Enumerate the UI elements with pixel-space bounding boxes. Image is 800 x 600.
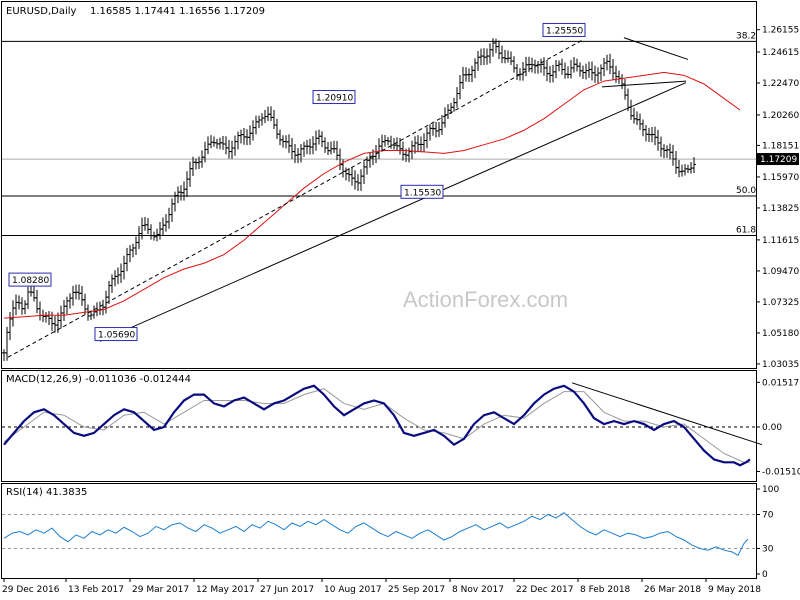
last-price-label: 1.17209: [760, 155, 797, 165]
macd-y-tick-label: 0.00: [762, 423, 782, 433]
triangle-upper-line: [623, 37, 689, 60]
rsi-y-tick-label: 100: [762, 485, 779, 495]
price-ohlc-label: 1.16585 1.17441 1.16556 1.17209: [90, 6, 265, 17]
x-tick-label: 22 Dec 2017: [516, 585, 574, 595]
macd-y-tick-label: 0.015176: [762, 378, 800, 388]
x-tick-label: 8 Feb 2018: [580, 585, 631, 595]
axis-layer: 1.26155 1.24615 1.22470 1.20260 1.18151 1.159…: [2, 26, 800, 595]
triangle-lower-line: [601, 80, 687, 88]
macd-panel: [1, 370, 757, 482]
price-layer: 38.2 50.0 61.8 1.08280 1.05690 1.20910 1.15530…: [2, 22, 756, 361]
x-tick-label: 25 Sep 2017: [388, 585, 445, 595]
macd-trendline: [571, 382, 763, 446]
price-y-tick-label: 1.22470: [762, 79, 799, 89]
x-tick-label: 13 Feb 2017: [68, 585, 124, 595]
price-panel: [1, 1, 757, 369]
price-annotation-box: [400, 184, 444, 199]
price-y-tick-label: 1.05180: [762, 329, 799, 339]
x-tick-label: 8 Nov 2017: [452, 585, 504, 595]
price-y-tick-label: 1.07325: [762, 298, 799, 308]
price-y-tick-label: 1.09470: [762, 267, 799, 277]
x-tick-label: 29 Mar 2017: [132, 585, 189, 595]
rsi-panel: [1, 483, 757, 579]
macd-y-tick-label: -0.015109: [762, 467, 800, 477]
rsi-layer: [2, 512, 756, 556]
upper-channel-line: [7, 38, 585, 358]
x-tick-label: 10 Aug 2017: [324, 585, 382, 595]
price-annotation-box: [542, 22, 586, 37]
rsi-y-tick-label: 70: [762, 511, 774, 521]
price-y-tick-label: 1.15970: [762, 173, 799, 183]
price-annotation-label: 1.05690: [98, 331, 135, 341]
price-y-tick-label: 1.18151: [762, 141, 799, 151]
price-annotation-label: 1.15530: [404, 188, 441, 198]
moving-average-line: [3, 71, 741, 319]
price-y-tick-label: 1.13825: [762, 204, 799, 214]
price-y-tick-label: 1.20260: [762, 111, 799, 121]
x-tick-label: 27 Jun 2017: [260, 585, 314, 595]
price-y-tick-label: 1.11615: [762, 236, 799, 246]
price-annotation-label: 1.20910: [316, 94, 353, 104]
rsi-y-tick-label: 0: [762, 570, 768, 580]
price-symbol-label: EURUSD,Daily: [6, 6, 77, 17]
x-tick-label: 26 Mar 2018: [644, 585, 701, 595]
price-y-tick-label: 1.24615: [762, 48, 799, 58]
x-tick-label: 9 May 2018: [708, 585, 761, 595]
price-y-tick-label: 1.26155: [762, 26, 799, 36]
x-tick-label: 12 May 2017: [196, 585, 255, 595]
price-y-tick-label: 1.03035: [762, 360, 799, 370]
level-label: 38.2: [736, 31, 756, 41]
x-tick-label: 29 Dec 2016: [2, 585, 60, 595]
price-annotation-box: [312, 90, 356, 105]
macd-layer: [2, 382, 763, 467]
price-annotation-box: [8, 272, 52, 287]
price-annotation-box: [94, 327, 138, 342]
macd-title: MACD(12,26,9) -0.011036 -0.012444: [6, 374, 191, 385]
price-annotation-label: 1.08280: [12, 276, 49, 286]
rsi-y-tick-label: 30: [762, 545, 774, 555]
last-price-tag: [757, 153, 799, 166]
macd-line: [3, 384, 751, 467]
lower-channel-line: [99, 82, 687, 342]
rsi-line: [3, 512, 749, 556]
level-label: 50.0: [736, 186, 756, 196]
price-annotation-label: 1.25550: [546, 26, 583, 36]
level-label: 61.8: [736, 225, 756, 235]
rsi-title: RSI(14) 41.3835: [6, 487, 87, 498]
watermark: ActionForex.com: [403, 287, 568, 312]
